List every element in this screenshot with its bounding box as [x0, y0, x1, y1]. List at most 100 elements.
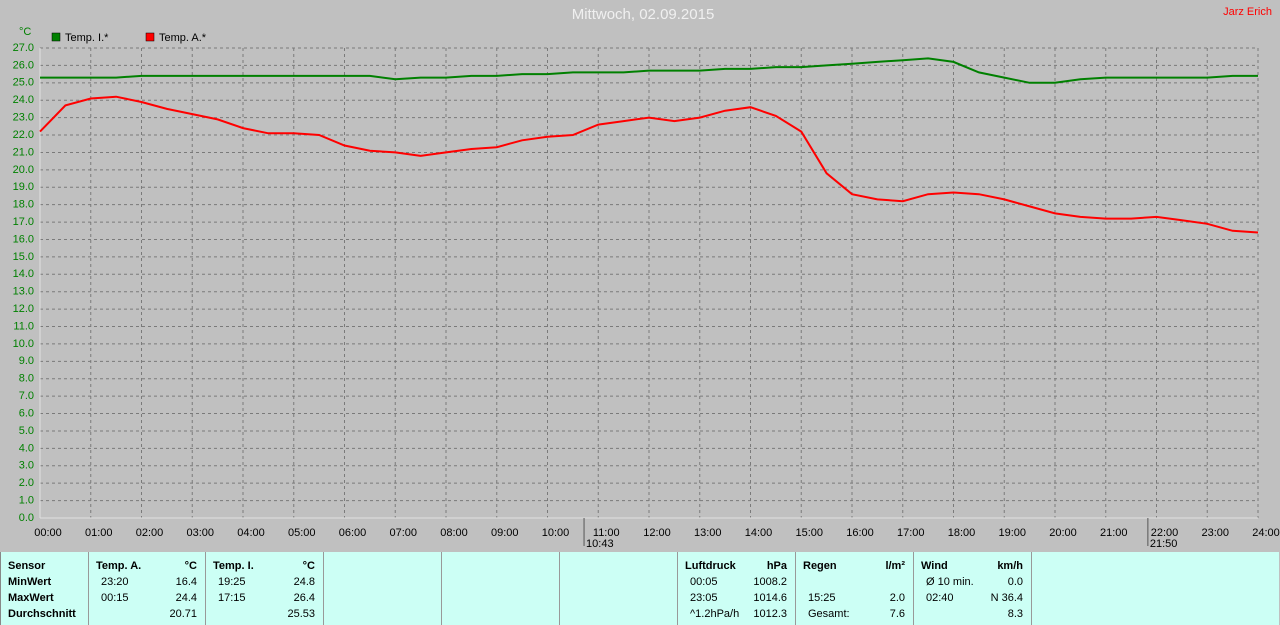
- cell-value: 25.53: [287, 608, 315, 620]
- cell-value: 16.4: [175, 576, 197, 588]
- cell-time: 15:25: [808, 592, 836, 604]
- cell-value: 8.3: [1007, 608, 1023, 620]
- y-tick-label: 0.0: [19, 512, 34, 524]
- y-tick-label: 4.0: [19, 442, 34, 454]
- y-tick-label: 21.0: [13, 146, 34, 158]
- y-tick-label: 25.0: [13, 77, 34, 89]
- x-tick-label: 22:00: [1151, 527, 1179, 539]
- legend-swatch: [51, 32, 61, 42]
- y-tick-label: 17.0: [13, 216, 34, 228]
- column-unit: hPa: [766, 560, 787, 572]
- empty-panel: [560, 552, 678, 625]
- table-panel: Regen l/m² 15:25 2.0 Gesamt: 7.6: [796, 552, 914, 625]
- y-tick-label: 16.0: [13, 233, 34, 245]
- x-tick-label: 20:00: [1049, 527, 1077, 539]
- table-panel: Luftdruck hPa 00:05 1008.2 23:05 1014.6 ^1.2hP…: [678, 552, 796, 625]
- y-tick-label: 24.0: [13, 94, 34, 106]
- cell-time: 19:25: [218, 576, 246, 588]
- column-unit: l/m²: [885, 560, 905, 572]
- table-panel: Wind km/h Ø 10 min. 0.0 02:40 N 36.4 8.3: [914, 552, 1032, 625]
- column-header: Temp. A.: [96, 560, 142, 572]
- cell-value: 2.0: [889, 592, 905, 604]
- event-label: 21:50: [1150, 538, 1178, 550]
- y-tick-label: 18.0: [13, 199, 34, 211]
- cell-value: 1012.3: [753, 608, 787, 620]
- cell-value: 26.4: [293, 592, 315, 604]
- x-tick-label: 21:00: [1100, 527, 1128, 539]
- series-line: [39, 95, 1259, 234]
- y-tick-label: 7.0: [19, 390, 34, 402]
- cell-value: 1014.6: [753, 592, 787, 604]
- y-tick-label: 5.0: [19, 425, 34, 437]
- cell-time: 23:20: [101, 576, 129, 588]
- empty-panel: [1032, 552, 1279, 625]
- cell-value: N 36.4: [990, 592, 1023, 604]
- event-label: 10:43: [586, 538, 614, 550]
- cell-value: 24.8: [293, 576, 315, 588]
- chart-title: Mittwoch, 02.09.2015: [572, 6, 715, 23]
- x-tick-label: 02:00: [136, 527, 164, 539]
- cell-time: Ø 10 min.: [926, 576, 974, 588]
- author: Jarz Erich: [1223, 6, 1272, 18]
- series-line: [40, 57, 1258, 84]
- row-label: MaxWert: [8, 592, 54, 604]
- x-tick-label: 10:00: [542, 527, 570, 539]
- x-tick-label: 24:00: [1252, 527, 1280, 539]
- y-tick-label: 2.0: [19, 477, 34, 489]
- x-tick-label: 06:00: [339, 527, 367, 539]
- cell-value: 7.6: [889, 608, 905, 620]
- table-panel: Temp. A. °C 23:20 16.4 00:15 24.4 20.71: [89, 552, 206, 625]
- column-header: Luftdruck: [685, 560, 736, 572]
- cell-value: 1008.2: [753, 576, 787, 588]
- y-tick-label: 15.0: [13, 251, 34, 263]
- x-tick-label: 09:00: [491, 527, 519, 539]
- y-tick-label: 20.0: [13, 164, 34, 176]
- table-panel: Temp. I. °C 19:25 24.8 17:15 26.4 25.53: [206, 552, 324, 625]
- column-header: Wind: [921, 560, 948, 572]
- x-tick-label: 05:00: [288, 527, 316, 539]
- cell-time: 17:15: [218, 592, 246, 604]
- row-label: MinWert: [8, 576, 52, 588]
- x-tick-label: 13:00: [694, 527, 722, 539]
- cell-time: 02:40: [926, 592, 954, 604]
- cell-value: 0.0: [1007, 576, 1023, 588]
- row-label: Sensor: [8, 560, 46, 572]
- empty-panel: [324, 552, 442, 625]
- y-tick-label: 27.0: [13, 42, 34, 54]
- x-tick-label: 00:00: [34, 527, 62, 539]
- y-tick-label: 13.0: [13, 286, 34, 298]
- column-unit: °C: [184, 560, 197, 572]
- y-axis-label: °C: [19, 26, 31, 38]
- empty-panel: [442, 552, 560, 625]
- y-tick-label: 8.0: [19, 373, 34, 385]
- y-tick-label: 26.0: [13, 59, 34, 71]
- cell-time: Gesamt:: [808, 608, 850, 620]
- cell-value: 20.71: [169, 608, 197, 620]
- y-tick-label: 10.0: [13, 338, 34, 350]
- y-tick-label: 9.0: [19, 355, 34, 367]
- cell-time: 23:05: [690, 592, 718, 604]
- cell-time: ^1.2hPa/h: [690, 608, 740, 620]
- x-tick-label: 01:00: [85, 527, 113, 539]
- x-tick-label: 19:00: [998, 527, 1026, 539]
- legend-label: Temp. A.*: [159, 32, 207, 44]
- row-label: Durchschnitt: [8, 608, 76, 620]
- x-tick-label: 15:00: [795, 527, 823, 539]
- summary-table: Sensor MinWert MaxWert Durchschnitt Temp. A.…: [0, 552, 1279, 625]
- legend-swatch: [145, 32, 155, 42]
- x-tick-label: 08:00: [440, 527, 468, 539]
- y-tick-label: 3.0: [19, 460, 34, 472]
- column-unit: km/h: [997, 560, 1023, 572]
- chart: Mittwoch, 02.09.2015 Jarz Erich °C 0.0 1.…: [13, 6, 1280, 550]
- column-header: Temp. I.: [213, 560, 254, 572]
- column-unit: °C: [302, 560, 315, 572]
- x-tick-label: 14:00: [745, 527, 773, 539]
- y-tick-label: 1.0: [19, 494, 34, 506]
- x-tick-label: 16:00: [846, 527, 874, 539]
- y-tick-label: 11.0: [13, 320, 34, 332]
- y-tick-label: 23.0: [13, 112, 34, 124]
- cell-time: 00:05: [690, 576, 718, 588]
- x-tick-label: 11:00: [593, 527, 620, 539]
- y-tick-label: 14.0: [13, 268, 34, 280]
